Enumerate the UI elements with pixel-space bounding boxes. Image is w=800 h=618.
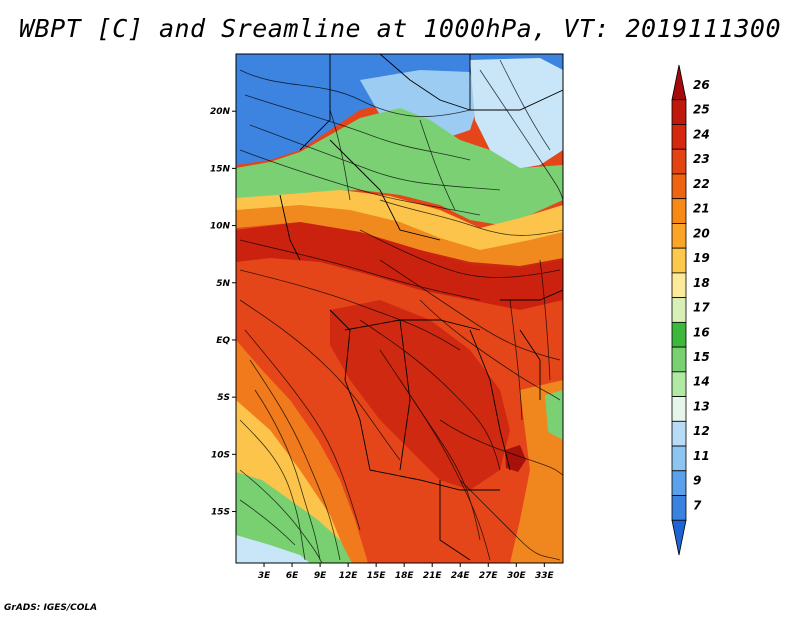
colorbar-label: 19 (693, 251, 710, 265)
colorbar-swatch (671, 420, 687, 447)
lon-label: 18E (395, 571, 415, 581)
lon-label: 21E (423, 571, 443, 581)
lon-axis: 3E 6E 9E 12E 15E 18E 21E 24E 27E 30E 33E (258, 563, 555, 581)
wbpt-southwest-paleblue (236, 535, 310, 563)
colorbar-label: 14 (693, 375, 710, 389)
colorbar-swatch (671, 297, 687, 323)
lon-label: 33E (535, 571, 555, 581)
lat-label: 15S (211, 508, 230, 518)
lon-label: 3E (258, 571, 271, 581)
country-boundaries (279, 54, 563, 561)
wbpt-core-central (330, 300, 510, 490)
lat-axis: 20N 15N 10N 5N EQ 5S 10S 15S (210, 107, 236, 518)
lat-label: 10S (211, 450, 230, 460)
colorbar-label: 22 (693, 177, 710, 191)
colorbar-label: 7 (693, 498, 702, 512)
colorbar-label: 24 (693, 127, 710, 141)
colorbar-swatch (671, 346, 687, 373)
colorbar-label: 11 (693, 449, 710, 463)
colorbar-swatch (671, 495, 687, 521)
colorbar-swatch (671, 247, 687, 274)
wbpt-southwest-green (236, 472, 352, 563)
wbpt-hot-spot (505, 445, 526, 472)
wbpt-green-band (236, 108, 563, 225)
map-area[interactable] (236, 54, 563, 563)
map-frame (235, 53, 564, 564)
colorbar-label: 16 (693, 325, 710, 339)
colorbar: 26 25 24 23 22 21 20 19 18 17 16 15 14 13 12 11 9 7 (671, 64, 710, 556)
colorbar-swatch (671, 198, 687, 224)
lon-label: 30E (507, 571, 527, 581)
colorbar-label: 20 (693, 226, 710, 240)
colorbar-swatch (671, 124, 687, 150)
colorbar-label: 13 (693, 399, 710, 413)
colorbar-label: 26 (693, 78, 710, 92)
lon-label: 6E (286, 571, 299, 581)
wbpt-yellow-band (236, 190, 563, 252)
colorbar-swatch (671, 396, 687, 422)
colorbar-swatch (671, 371, 687, 397)
lat-label: 20N (210, 107, 231, 117)
colorbar-label: 21 (693, 202, 710, 216)
colorbar-label: 15 (693, 350, 710, 364)
colorbar-swatch (671, 321, 687, 348)
colorbar-label: 18 (693, 276, 710, 290)
colorbar-swatch (671, 272, 687, 299)
lon-label: 24E (451, 571, 471, 581)
map-title: WBPT [C] and Sreamline at 1000hPa, VT: 2… (18, 14, 781, 43)
colorbar-top-arrow (671, 64, 687, 101)
colorbar-bottom-arrow (671, 519, 687, 556)
colorbar-swatch (671, 173, 687, 200)
colorbar-label: 9 (693, 474, 701, 488)
colorbar-swatch (671, 470, 687, 496)
wbpt-southeast-green (545, 390, 563, 440)
colorbar-swatch (671, 148, 687, 175)
colorbar-label: 12 (693, 424, 710, 438)
wbpt-southwest-orange (236, 340, 368, 563)
lat-label: 10N (210, 222, 231, 232)
colorbar-label: 17 (693, 301, 710, 315)
streamlines (239, 59, 563, 563)
wbpt-orange-band (236, 205, 563, 268)
colorbar-label: 25 (693, 103, 710, 117)
lat-label: 5S (217, 393, 230, 403)
lon-label: 15E (367, 571, 387, 581)
lat-label: 5N (216, 279, 230, 289)
lon-label: 12E (339, 571, 359, 581)
wbpt-light-blue-region (360, 70, 480, 140)
credit-label: GrADS: IGES/COLA (4, 603, 98, 613)
lon-label: 27E (479, 571, 499, 581)
colorbar-swatch (671, 99, 687, 125)
lat-label: EQ (216, 336, 230, 346)
lat-label: 15N (210, 164, 231, 174)
lon-label: 9E (314, 571, 327, 581)
wbpt-core-north (236, 222, 563, 310)
colorbar-label: 23 (693, 152, 710, 166)
wbpt-pale-blue-region (470, 58, 563, 170)
colorbar-swatch (671, 445, 687, 472)
colorbar-swatch (671, 223, 687, 249)
